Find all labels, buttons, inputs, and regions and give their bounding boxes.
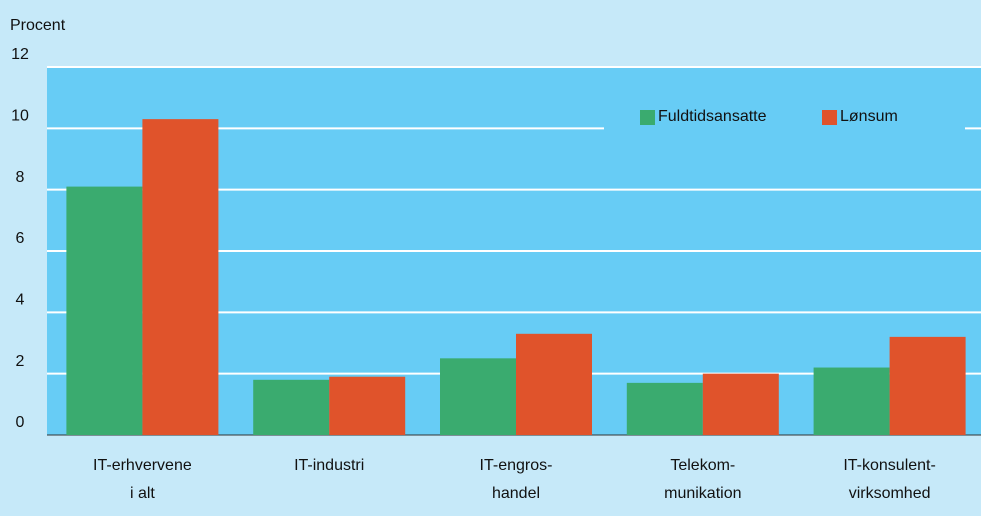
legend-label: Fuldtidsansatte bbox=[658, 108, 767, 125]
x-tick-label: handel bbox=[492, 485, 540, 502]
x-tick-label: IT-industri bbox=[294, 457, 364, 474]
bar bbox=[440, 358, 516, 435]
legend-swatch bbox=[822, 110, 837, 125]
bar bbox=[813, 367, 890, 435]
x-tick-label: Telekom- bbox=[670, 457, 735, 474]
bar bbox=[329, 376, 406, 435]
y-tick-label: 10 bbox=[11, 108, 29, 125]
x-tick-label: virksomhed bbox=[849, 485, 931, 502]
legend-label: Lønsum bbox=[840, 108, 898, 125]
bar bbox=[889, 336, 966, 435]
y-axis-label: Procent bbox=[10, 17, 66, 34]
bar bbox=[142, 119, 219, 435]
x-tick-label: i alt bbox=[130, 485, 155, 502]
bar bbox=[66, 186, 143, 435]
x-tick-label: IT-engros- bbox=[480, 457, 553, 474]
bar bbox=[626, 382, 703, 435]
y-tick-label: 12 bbox=[11, 46, 29, 63]
x-tick-label: munikation bbox=[664, 485, 741, 502]
y-tick-label: 0 bbox=[16, 414, 25, 431]
y-tick-label: 8 bbox=[16, 169, 25, 186]
y-tick-label: 2 bbox=[16, 353, 25, 370]
bar bbox=[702, 373, 779, 435]
bar bbox=[253, 379, 330, 435]
x-tick-label: IT-konsulent- bbox=[843, 457, 935, 474]
y-tick-label: 4 bbox=[16, 292, 25, 309]
legend-swatch bbox=[640, 110, 655, 125]
y-tick-label: 6 bbox=[16, 230, 25, 247]
legend-box bbox=[604, 95, 965, 140]
bar bbox=[516, 333, 592, 435]
x-tick-label: IT-erhvervene bbox=[93, 457, 192, 474]
